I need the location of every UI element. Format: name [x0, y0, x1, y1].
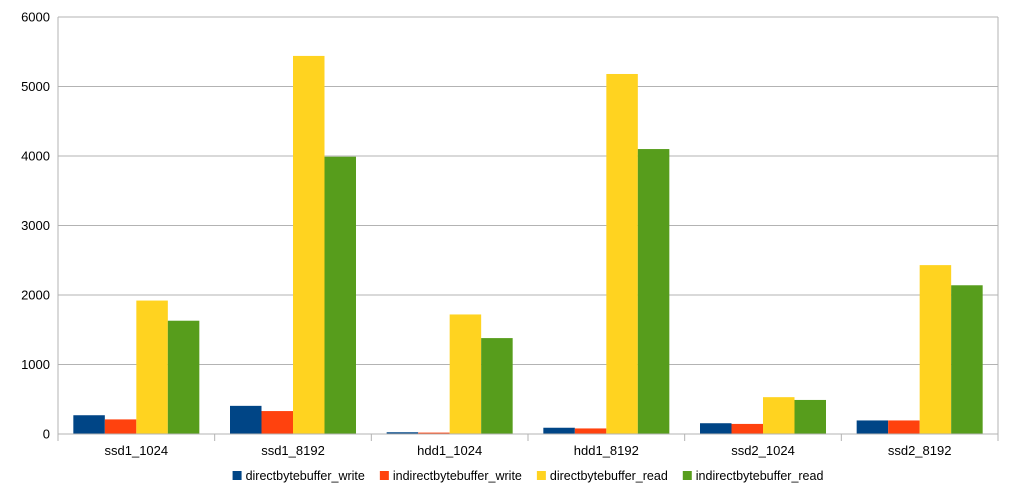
bar-directbytebuffer_write-ssd2_8192 — [856, 420, 889, 434]
bar-indirectbytebuffer_read-ssd1_8192 — [324, 156, 356, 434]
legend-swatch — [232, 471, 242, 480]
legend-label: indirectbytebuffer_read — [696, 469, 824, 483]
bar-indirectbytebuffer_write-ssd1_8192 — [261, 411, 293, 434]
x-tick-label: ssd2_8192 — [888, 443, 952, 458]
x-tick-label: ssd1_8192 — [261, 443, 325, 458]
bar-directbytebuffer_write-ssd1_1024 — [73, 415, 105, 434]
bar-indirectbytebuffer_write-ssd2_1024 — [731, 423, 763, 434]
y-tick-label: 6000 — [21, 10, 50, 25]
x-tick-label: hdd1_1024 — [417, 443, 482, 458]
y-tick-label: 0 — [43, 427, 50, 442]
legend-swatch — [379, 471, 389, 480]
bar-indirectbytebuffer_read-hdd1_8192 — [637, 149, 670, 435]
bar-directbytebuffer_read-ssd1_8192 — [293, 55, 325, 435]
bar-directbytebuffer_write-hdd1_8192 — [543, 427, 575, 434]
x-tick-label: hdd1_8192 — [574, 443, 639, 458]
bar-directbytebuffer_write-ssd2_1024 — [700, 423, 732, 434]
legend-item-directbytebuffer_write: directbytebuffer_write — [232, 469, 365, 483]
bar-directbytebuffer_write-hdd1_1024 — [386, 432, 419, 434]
legend-item-indirectbytebuffer_read: indirectbytebuffer_read — [682, 469, 824, 483]
y-axis-ticks: 0 1000 2000 3000 4000 5000 6000 — [21, 10, 50, 442]
bar-indirectbytebuffer_read-ssd2_1024 — [794, 399, 826, 434]
x-axis-ticks: ssd1_1024 ssd1_8192 hdd1_1024 hdd1_8192 ssd2… — [57, 434, 999, 458]
bar-indirectbytebuffer_write-hdd1_8192 — [574, 428, 607, 434]
bar-indirectbytebuffer_write-ssd2_8192 — [888, 420, 920, 434]
bars — [73, 55, 983, 435]
bar-indirectbytebuffer_write-ssd1_1024 — [104, 419, 137, 434]
legend-label: directbytebuffer_write — [246, 469, 365, 483]
legend-swatch — [682, 471, 692, 480]
bar-indirectbytebuffer_read-ssd1_1024 — [167, 320, 200, 434]
legend-swatch — [536, 471, 546, 480]
bar-indirectbytebuffer_read-ssd2_8192 — [951, 285, 983, 434]
bar-directbytebuffer_read-ssd1_1024 — [136, 300, 168, 434]
bar-directbytebuffer_read-ssd2_8192 — [919, 265, 952, 434]
y-tick-label: 3000 — [21, 218, 50, 233]
x-tick-label: ssd1_1024 — [105, 443, 169, 458]
legend-item-directbytebuffer_read: directbytebuffer_read — [536, 469, 668, 483]
bar-indirectbytebuffer_read-hdd1_1024 — [481, 338, 513, 434]
legend-label: indirectbytebuffer_write — [393, 469, 522, 483]
bar-directbytebuffer_read-ssd2_1024 — [763, 397, 795, 434]
bar-indirectbytebuffer_write-hdd1_1024 — [418, 432, 450, 434]
y-tick-label: 5000 — [21, 79, 50, 94]
legend-item-indirectbytebuffer_write: indirectbytebuffer_write — [379, 469, 522, 483]
bar-directbytebuffer_read-hdd1_1024 — [449, 314, 482, 434]
legend: directbytebuffer_write indirectbytebuffer… — [232, 469, 824, 483]
y-tick-label: 1000 — [21, 357, 50, 372]
x-tick-label: ssd2_1024 — [731, 443, 795, 458]
legend-label: directbytebuffer_read — [550, 469, 668, 483]
gridlines — [58, 16, 998, 365]
y-tick-label: 2000 — [21, 288, 50, 303]
bar-directbytebuffer_read-hdd1_8192 — [606, 73, 638, 435]
bar-directbytebuffer_write-ssd1_8192 — [230, 405, 262, 434]
y-tick-label: 4000 — [21, 149, 50, 164]
